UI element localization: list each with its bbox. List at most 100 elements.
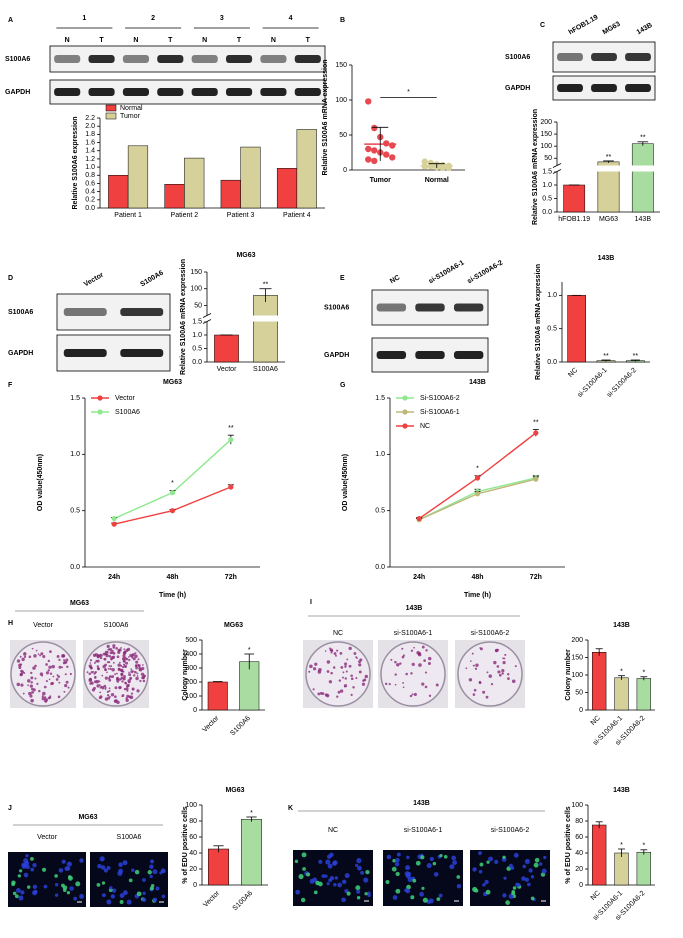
x-tick-label: MG63 [599, 216, 618, 223]
colony [117, 663, 121, 667]
nucleus [360, 870, 365, 875]
nucleus [294, 859, 299, 864]
colony [394, 673, 397, 676]
nucleus [18, 895, 24, 901]
colony [350, 693, 353, 696]
nucleus [404, 888, 409, 893]
nucleus [333, 883, 337, 887]
colony [125, 661, 129, 665]
colony [339, 652, 343, 655]
colony [120, 664, 123, 667]
colony [57, 675, 60, 678]
nucleus [321, 874, 326, 878]
colony [57, 695, 61, 699]
chart-title: 143B [469, 379, 486, 386]
colony [346, 658, 349, 661]
nucleus [524, 877, 530, 882]
colony [112, 651, 116, 655]
nucleus [386, 854, 392, 860]
nucleus [527, 882, 531, 887]
x-tick-label: S100A6 [232, 890, 255, 913]
lane-label: T [306, 37, 311, 44]
colony [482, 690, 486, 694]
colony [390, 658, 393, 661]
nucleus [355, 885, 361, 891]
colony [115, 672, 118, 675]
colony [47, 669, 50, 672]
colony [123, 675, 126, 678]
colony [106, 644, 110, 649]
y-tick-label: 60 [189, 834, 197, 841]
colony [27, 679, 31, 683]
blot-band [226, 88, 253, 96]
blot-band [157, 55, 184, 63]
x-tick-label: NC [567, 367, 579, 379]
colony [394, 683, 397, 686]
nucleus [502, 855, 506, 859]
nucleus [147, 870, 152, 875]
colony [479, 647, 481, 649]
colony [330, 671, 333, 675]
plate [457, 641, 523, 707]
panel-letter: H [8, 620, 13, 627]
nucleus [68, 875, 73, 881]
colony [104, 652, 107, 656]
x-tick-label: S100A6 [253, 366, 278, 373]
colony [108, 665, 111, 667]
nucleus [315, 880, 320, 886]
colony [104, 697, 109, 701]
legend-label: Si-S100A6-1 [420, 409, 460, 416]
colony [93, 676, 97, 679]
colony [493, 660, 497, 665]
colony [45, 663, 48, 666]
colony [58, 658, 61, 662]
axis-break-mark [202, 319, 212, 324]
blot-band [591, 84, 617, 92]
colony [20, 683, 24, 687]
nucleus [511, 891, 516, 896]
colony [130, 670, 134, 674]
nucleus [54, 893, 59, 897]
significance: * [620, 842, 623, 849]
colony [27, 684, 29, 687]
legend-marker [402, 423, 408, 429]
nucleus [23, 872, 29, 878]
bar [164, 184, 185, 209]
colony [344, 677, 348, 680]
x-tick-label: Vector [201, 714, 220, 733]
data-point [421, 158, 428, 165]
colony [427, 656, 432, 661]
nucleus [119, 893, 125, 898]
colony [129, 653, 133, 658]
colony [123, 656, 127, 661]
colony [358, 670, 362, 674]
colony [34, 664, 37, 668]
colony [473, 688, 477, 692]
significance: * [642, 670, 645, 677]
y-tick-label: 0.0 [85, 205, 95, 212]
colony [474, 667, 478, 670]
y-tick-label: 100 [571, 672, 583, 679]
blot-band [191, 88, 218, 96]
y-tick-label: 2.2 [85, 115, 95, 122]
image-group-label: MG63 [70, 600, 89, 607]
nucleus [27, 885, 31, 889]
nucleus [538, 862, 543, 866]
nucleus [112, 888, 117, 893]
x-axis-label: Time (h) [159, 592, 186, 599]
blot-band [88, 88, 115, 96]
colony [43, 685, 47, 689]
legend-marker [402, 395, 408, 401]
nucleus [334, 876, 339, 880]
y-tick-label: 0 [579, 882, 583, 889]
blot-band [625, 53, 651, 61]
y-tick-label: 1.4 [85, 148, 95, 155]
nucleus [24, 860, 30, 866]
nucleus [482, 883, 486, 887]
nucleus [25, 854, 29, 858]
bar [253, 295, 278, 363]
colony [125, 698, 129, 702]
colony [60, 666, 63, 669]
colony [350, 674, 353, 678]
colony [348, 646, 352, 651]
